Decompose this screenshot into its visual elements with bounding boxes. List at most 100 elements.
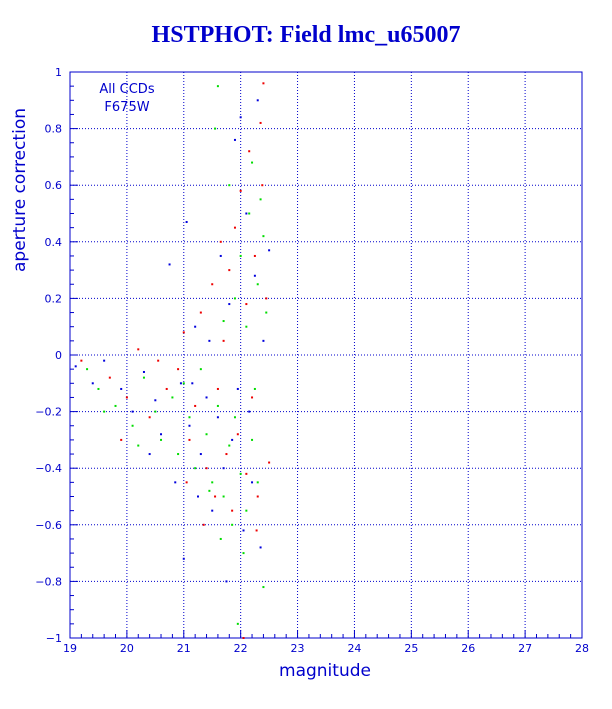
data-point bbox=[239, 254, 242, 257]
y-axis-label: aperture correction bbox=[10, 108, 30, 272]
data-point bbox=[242, 637, 245, 639]
data-point bbox=[108, 376, 111, 379]
y-tick-label: 0.4 bbox=[45, 236, 63, 249]
x-tick-label: 22 bbox=[234, 642, 248, 655]
data-point bbox=[253, 254, 256, 257]
data-point bbox=[202, 523, 205, 526]
data-point bbox=[222, 495, 225, 498]
chart-title: HSTPHOT: Field lmc_u65007 bbox=[151, 22, 461, 48]
data-point bbox=[216, 416, 219, 419]
x-tick-label: 26 bbox=[461, 642, 475, 655]
data-point bbox=[174, 481, 177, 484]
data-point bbox=[253, 274, 256, 277]
data-point bbox=[194, 325, 197, 328]
x-tick-label: 20 bbox=[120, 642, 134, 655]
data-point bbox=[216, 404, 219, 407]
data-point bbox=[236, 622, 239, 625]
data-point bbox=[251, 396, 254, 399]
data-point bbox=[256, 495, 259, 498]
y-tick-label: −0.2 bbox=[35, 406, 62, 419]
data-point bbox=[211, 283, 214, 286]
y-tick-label: 0.2 bbox=[45, 292, 63, 305]
data-point bbox=[188, 438, 191, 441]
data-point bbox=[222, 339, 225, 342]
y-tick-label: 0.8 bbox=[45, 123, 63, 136]
data-point bbox=[228, 303, 231, 306]
data-point bbox=[228, 444, 231, 447]
data-point bbox=[197, 495, 199, 498]
data-point bbox=[160, 438, 163, 441]
data-point bbox=[171, 396, 174, 399]
data-point bbox=[154, 399, 157, 402]
data-point bbox=[199, 453, 202, 456]
data-point bbox=[188, 424, 191, 427]
data-point bbox=[245, 212, 248, 215]
data-point bbox=[211, 509, 214, 512]
data-point bbox=[148, 453, 151, 456]
annotation-filter: F675W bbox=[104, 100, 149, 115]
data-point bbox=[251, 438, 254, 441]
data-point bbox=[216, 387, 219, 390]
data-point bbox=[265, 311, 268, 314]
data-point bbox=[248, 212, 251, 215]
data-point bbox=[245, 325, 248, 328]
data-point bbox=[222, 320, 225, 323]
data-point bbox=[219, 537, 222, 540]
data-point bbox=[268, 461, 271, 464]
data-point bbox=[251, 481, 254, 484]
data-point bbox=[262, 82, 265, 85]
y-tick-label: 0.6 bbox=[45, 179, 63, 192]
data-point bbox=[205, 396, 208, 399]
data-point bbox=[259, 198, 262, 201]
data-point bbox=[262, 235, 265, 238]
x-tick-label: 28 bbox=[575, 642, 589, 655]
data-point bbox=[228, 269, 231, 272]
data-point bbox=[103, 410, 106, 413]
data-point bbox=[219, 240, 222, 243]
data-point bbox=[245, 303, 248, 306]
data-point bbox=[233, 416, 236, 419]
data-point bbox=[160, 433, 163, 436]
data-point bbox=[148, 416, 151, 419]
data-point bbox=[142, 370, 145, 373]
data-point bbox=[225, 453, 228, 456]
data-point bbox=[256, 99, 259, 102]
data-point bbox=[214, 495, 217, 498]
data-point bbox=[185, 481, 188, 484]
x-tick-label: 24 bbox=[347, 642, 361, 655]
y-tick-label: −0.6 bbox=[35, 519, 62, 532]
x-tick-label: 25 bbox=[404, 642, 418, 655]
data-point bbox=[236, 433, 239, 436]
data-point bbox=[179, 382, 182, 385]
data-point bbox=[131, 424, 134, 427]
data-point bbox=[211, 481, 214, 484]
data-point bbox=[248, 410, 251, 413]
x-tick-label: 27 bbox=[518, 642, 532, 655]
data-point bbox=[154, 410, 157, 413]
data-point bbox=[219, 254, 222, 257]
data-point bbox=[194, 404, 197, 407]
data-point bbox=[191, 382, 194, 385]
data-point bbox=[259, 546, 262, 549]
y-tick-label: −0.8 bbox=[35, 575, 62, 588]
data-point bbox=[86, 368, 89, 371]
data-point bbox=[103, 359, 106, 362]
data-point bbox=[199, 368, 202, 371]
data-point bbox=[194, 467, 197, 470]
data-point bbox=[208, 489, 211, 492]
data-point bbox=[182, 331, 185, 334]
data-point bbox=[182, 557, 185, 560]
data-point bbox=[255, 529, 258, 532]
data-point bbox=[236, 387, 239, 390]
data-point bbox=[188, 416, 191, 419]
data-point bbox=[242, 529, 245, 532]
x-tick-label: 21 bbox=[177, 642, 191, 655]
data-point bbox=[256, 481, 259, 484]
data-point bbox=[265, 297, 268, 300]
data-point bbox=[268, 249, 271, 252]
data-point bbox=[242, 552, 245, 555]
data-point bbox=[137, 348, 140, 351]
y-tick-label: −1 bbox=[46, 632, 62, 645]
